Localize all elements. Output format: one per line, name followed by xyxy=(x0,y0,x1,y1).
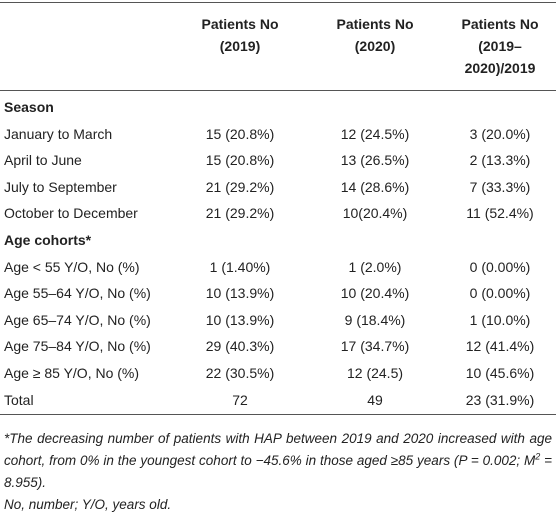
cell: 17 (34.7%) xyxy=(340,338,410,355)
cell: 15 (20.8%) xyxy=(205,125,275,142)
cell: 29 (40.3%) xyxy=(205,338,275,355)
cell: 21 (29.2%) xyxy=(205,178,275,195)
cell: 21 (29.2%) xyxy=(205,205,275,222)
cell: 9 (18.4%) xyxy=(344,311,406,328)
cell: 11 (52.4%) xyxy=(466,205,534,222)
cell: 49 xyxy=(367,391,383,408)
cell: 23 (31.9%) xyxy=(465,391,535,408)
row-label: January to March xyxy=(4,125,113,142)
cell: 1 (10.0%) xyxy=(469,311,531,328)
note-text: *The decreasing number of patients with … xyxy=(4,431,552,468)
column-header: (2019) xyxy=(219,38,261,54)
column-header: (2020) xyxy=(354,38,396,54)
cell: 0 (0.00%) xyxy=(469,258,531,275)
row-label: Age 75–84 Y/O, No (%) xyxy=(4,338,151,355)
cell: 72 xyxy=(232,391,248,408)
top-rule xyxy=(0,2,556,3)
row-label: Age < 55 Y/O, No (%) xyxy=(4,258,140,275)
cell: 12 (41.4%) xyxy=(465,338,535,355)
cell: 1 (2.0%) xyxy=(348,258,402,275)
abbreviations: No, number; Y/O, years old. xyxy=(4,497,172,512)
column-header: Patients No xyxy=(201,16,279,32)
column-header: (2019– xyxy=(478,38,522,54)
row-label: Total xyxy=(4,391,34,408)
cell: 12 (24.5) xyxy=(346,365,404,381)
row-label: July to September xyxy=(4,178,117,195)
cell: 7 (33.3%) xyxy=(469,178,531,195)
section-title: Season xyxy=(4,99,54,115)
cell: 10 (45.6%) xyxy=(465,365,535,381)
cell: 10 (13.9%) xyxy=(205,311,275,328)
row-label: Age 55–64 Y/O, No (%) xyxy=(4,285,151,302)
note-text: P xyxy=(458,453,467,468)
column-header: Patients No xyxy=(336,16,414,32)
note-text: M xyxy=(523,453,536,468)
cell: 10(20.4%) xyxy=(342,205,408,222)
column-header: 2020)/2019 xyxy=(464,60,536,76)
cell: 2 (13.3%) xyxy=(469,152,531,169)
note-text: = 0.002; xyxy=(466,453,524,468)
cell: 3 (20.0%) xyxy=(469,125,531,142)
row-label: October to December xyxy=(4,205,138,222)
row-label: April to June xyxy=(4,152,82,169)
cell: 1 (1.40%) xyxy=(209,258,271,275)
cell: 22 (30.5%) xyxy=(205,365,275,381)
cell: 12 (24.5%) xyxy=(340,125,410,142)
cell: 13 (26.5%) xyxy=(340,152,410,169)
section-title: Age cohorts* xyxy=(4,232,92,248)
cell: 10 (20.4%) xyxy=(340,285,410,302)
note-superscript: 2 xyxy=(535,451,541,462)
note-text: = 8.955). xyxy=(4,453,553,490)
row-label: Age ≥ 85 Y/O, No (%) xyxy=(4,365,140,381)
cell: 0 (0.00%) xyxy=(469,285,531,302)
cell: 15 (20.8%) xyxy=(205,152,275,169)
cell: 14 (28.6%) xyxy=(340,178,410,195)
cell: 10 (13.9%) xyxy=(205,285,275,302)
column-header: Patients No xyxy=(461,16,539,32)
row-label: Age 65–74 Y/O, No (%) xyxy=(4,311,151,328)
bottom-rule xyxy=(0,414,556,415)
footnote: *The decreasing number of patients with … xyxy=(4,428,552,516)
header-rule xyxy=(0,90,556,91)
